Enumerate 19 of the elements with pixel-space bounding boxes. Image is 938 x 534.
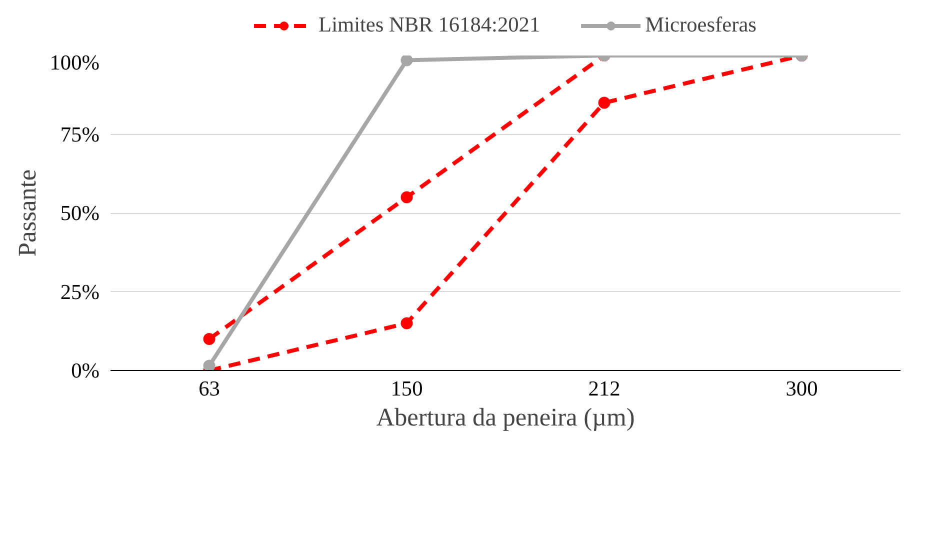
- point: [400, 191, 413, 204]
- point: [203, 360, 216, 370]
- y-tick-label: 75%: [60, 122, 100, 146]
- y-tick-label: 25%: [60, 280, 100, 304]
- y-tick-label: 50%: [60, 201, 100, 225]
- point: [400, 56, 413, 66]
- x-axis-title: Abertura da peneira (µm): [376, 404, 635, 432]
- y-tick-label: 100%: [50, 50, 100, 74]
- x-tick-label: 212: [588, 376, 620, 400]
- point: [598, 96, 610, 109]
- x-tick-label: 150: [390, 376, 423, 400]
- x-tick-label: 300: [786, 376, 818, 400]
- point: [203, 333, 216, 345]
- legend-label: Limites NBR 16184:2021: [318, 12, 540, 38]
- y-axis-title: Passante: [14, 169, 42, 257]
- point: [400, 317, 413, 330]
- y-tick-label: 0%: [71, 358, 100, 382]
- legend-label: Microesferas: [645, 12, 756, 38]
- x-tick-label: 63: [198, 376, 220, 400]
